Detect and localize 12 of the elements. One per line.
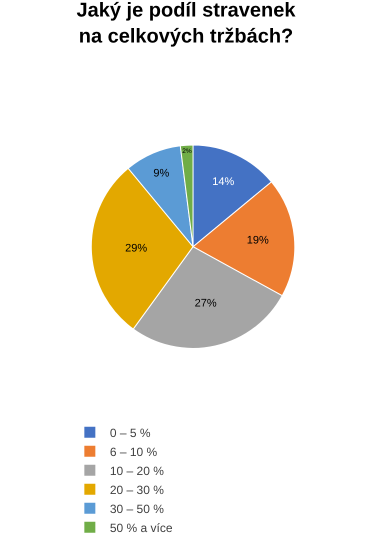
data-label: 9% [153, 168, 170, 180]
legend-label: 10 – 20 % [110, 464, 164, 478]
legend-label: 50 % a více [110, 520, 173, 535]
legend-label: 0 – 5 % [110, 426, 151, 440]
data-label: 29% [125, 242, 148, 254]
legend-label: 20 – 30 % [110, 482, 164, 497]
data-label: 27% [194, 297, 217, 310]
chart-title: Jaký je podíl stravenek na celkových tržbách? [76, 0, 296, 48]
legend-label: 6 – 10 % [110, 444, 158, 459]
data-label: 14% [212, 176, 235, 188]
legend-label: 30 – 50 % [110, 502, 164, 516]
data-label: 19% [246, 234, 270, 247]
